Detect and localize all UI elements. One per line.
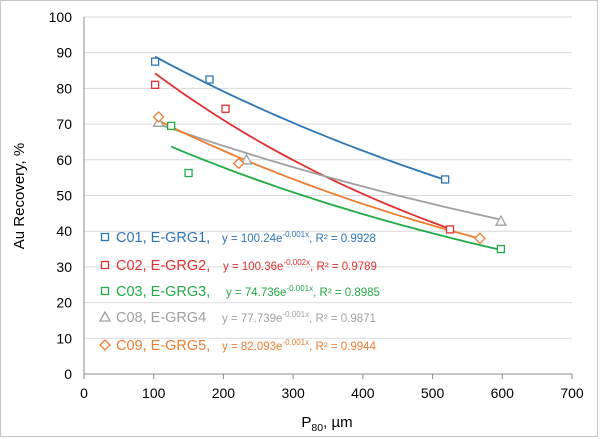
legend-marker-series-3 [100,286,110,296]
trendline-series-5 [158,119,481,240]
y-tick-label: 60 [56,152,72,168]
x-tick-label: 100 [142,385,166,401]
data-point-series-1 [440,175,450,184]
x-axis-title-main: P [301,414,311,431]
y-tick-label: 80 [56,80,72,96]
legend-label-series-3: C03, E-GRG3, [116,284,210,300]
data-point-series-2 [221,104,230,113]
y-axis-title: Au Recovery, % [11,143,28,249]
trendline-series-1 [154,55,446,181]
data-point-series-2 [445,225,455,234]
trendline-series-4 [158,123,502,221]
y-tick-label: 30 [56,259,72,275]
data-point-series-5 [152,111,165,123]
trendline-series-3 [170,145,502,251]
data-point-series-1 [150,57,160,66]
y-tick-label: 20 [56,295,72,311]
x-axis-title-unit: , µm [323,414,352,431]
data-points [150,57,507,254]
trend-lines [154,55,502,251]
x-tick-label: 500 [421,385,445,401]
legend-marker-series-4 [98,310,112,322]
legend-label-series-2: C02, E-GRG2, [116,258,210,274]
legend-marker-series-5 [99,339,111,351]
legend-label-series-1: C01, E-GRG1, [116,230,210,246]
y-tick-labels: 0 10 20 30 40 50 60 70 80 90 100 [49,9,73,382]
trend-equation-series-4: y = 77.739e-0.001x, R² = 0.9871 [222,310,376,325]
legend-marker-series-2 [100,260,110,270]
data-point-series-5 [232,157,245,170]
y-tick-label: 50 [56,188,72,204]
x-axis-title: P80, µm [301,414,352,434]
x-tick-labels: 0 100 200 300 400 500 600 700 [80,374,584,401]
y-tick-label: 0 [64,366,72,382]
x-tick-label: 300 [281,385,305,401]
trendline-series-2 [154,72,451,230]
trend-equation-series-2: y = 100.36e-0.002x, R² = 0.9789 [223,258,377,273]
trend-equation-series-3: y = 74.736e-0.001x, R² = 0.8985 [226,284,380,299]
data-point-series-3 [184,168,193,178]
x-tick-label: 200 [212,385,236,401]
x-tick-label: 400 [351,385,375,401]
x-tick-label: 700 [560,385,584,401]
y-tick-label: 70 [56,116,72,132]
data-point-series-3 [166,121,176,131]
x-tick-label: 600 [491,385,515,401]
y-tick-label: 40 [56,223,72,239]
trend-equation-series-5: y = 82.093e-0.001x, R² = 0.9944 [222,338,377,353]
data-point-series-4 [494,214,507,226]
gridlines [84,16,572,339]
legend-label-series-5: C09, E-GRG5, [116,338,210,354]
data-point-series-3 [496,244,506,254]
data-point-series-1 [205,75,214,84]
legend: C01, E-GRG1, y = 100.24e-0.001x, R² = 0.9… [98,230,380,354]
y-tick-label: 90 [56,45,72,61]
x-tick-label: 0 [80,385,88,401]
trend-equation-series-1: y = 100.24e-0.001x, R² = 0.9928 [222,230,376,245]
data-point-series-2 [150,80,160,89]
data-point-series-5 [474,232,486,245]
y-tick-label: 10 [56,330,72,346]
legend-marker-series-1 [100,232,110,242]
y-tick-label: 100 [49,9,73,25]
data-point-series-4 [240,153,253,165]
legend-label-series-4: C08, E-GRG4 [116,310,206,326]
x-axis-title-subscript: 80 [311,422,323,434]
axes [83,17,572,375]
